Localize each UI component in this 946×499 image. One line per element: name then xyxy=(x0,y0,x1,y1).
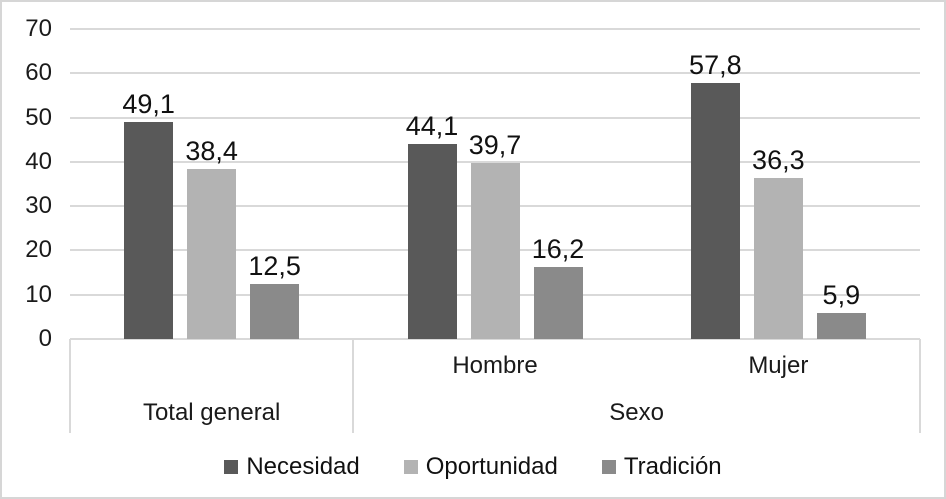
category-label-mujer: Mujer xyxy=(748,352,809,379)
y-axis-tick-label: 40 xyxy=(25,147,52,175)
legend-swatch-icon xyxy=(601,460,616,474)
bar-necesidad-mujer xyxy=(690,83,740,339)
y-axis-tick-label: 50 xyxy=(25,103,52,131)
category-axis-divider xyxy=(919,339,921,433)
bar-oportunidad-hombre xyxy=(470,163,520,339)
bar-value-label-necesidad-mujer: 57,8 xyxy=(689,50,742,81)
chart-legend: Necesidad Oportunidad Tradición xyxy=(2,452,944,482)
y-axis-tick-label: 60 xyxy=(25,59,52,87)
legend-label: Oportunidad xyxy=(425,453,558,480)
bar-tradicion-total-general xyxy=(250,283,300,339)
group-label-total-general: Total general xyxy=(142,399,281,426)
x-axis-line xyxy=(70,338,920,340)
bar-oportunidad-total-general xyxy=(187,168,237,339)
legend-swatch-icon xyxy=(403,460,418,474)
gridline xyxy=(70,72,920,75)
bar-value-label-oportunidad-mujer: 36,3 xyxy=(752,145,805,176)
bar-necesidad-hombre xyxy=(407,143,457,339)
bar-necesidad-total-general xyxy=(124,121,174,339)
legend-item-tradicion: Tradición xyxy=(601,453,722,481)
legend-item-necesidad: Necesidad xyxy=(224,453,360,481)
bar-tradicion-mujer xyxy=(816,312,866,339)
gridline xyxy=(70,160,920,163)
y-axis-tick-label: 30 xyxy=(25,192,52,220)
y-axis-tick-label: 20 xyxy=(25,236,52,264)
bar-value-label-tradicion-total-general: 12,5 xyxy=(248,250,301,281)
category-axis-divider xyxy=(352,339,355,433)
legend-swatch-icon xyxy=(224,460,239,474)
bar-value-label-necesidad-total-general: 49,1 xyxy=(122,88,175,119)
bar-value-label-necesidad-hombre: 44,1 xyxy=(405,110,459,141)
category-axis-divider xyxy=(69,339,71,433)
y-axis-tick-label: 10 xyxy=(25,280,52,308)
y-axis-tick-label: 70 xyxy=(25,15,52,42)
legend-label: Necesidad xyxy=(246,453,360,480)
bar-value-label-tradicion-hombre: 16,2 xyxy=(531,234,585,265)
y-axis-tick-label: 0 xyxy=(38,325,52,352)
group-label-sexo: Sexo xyxy=(609,399,664,426)
category-label-hombre: Hombre xyxy=(452,352,538,379)
bar-oportunidad-mujer xyxy=(753,178,803,339)
bar-value-label-oportunidad-total-general: 38,4 xyxy=(185,135,238,166)
bar-value-label-oportunidad-hombre: 39,7 xyxy=(468,130,522,161)
gridline xyxy=(70,28,920,30)
bar-value-label-tradicion-mujer: 5,9 xyxy=(822,279,861,310)
legend-item-oportunidad: Oportunidad xyxy=(403,453,558,481)
legend-label: Tradición xyxy=(623,453,722,480)
gridline xyxy=(70,116,920,119)
bar-tradicion-hombre xyxy=(533,267,583,339)
